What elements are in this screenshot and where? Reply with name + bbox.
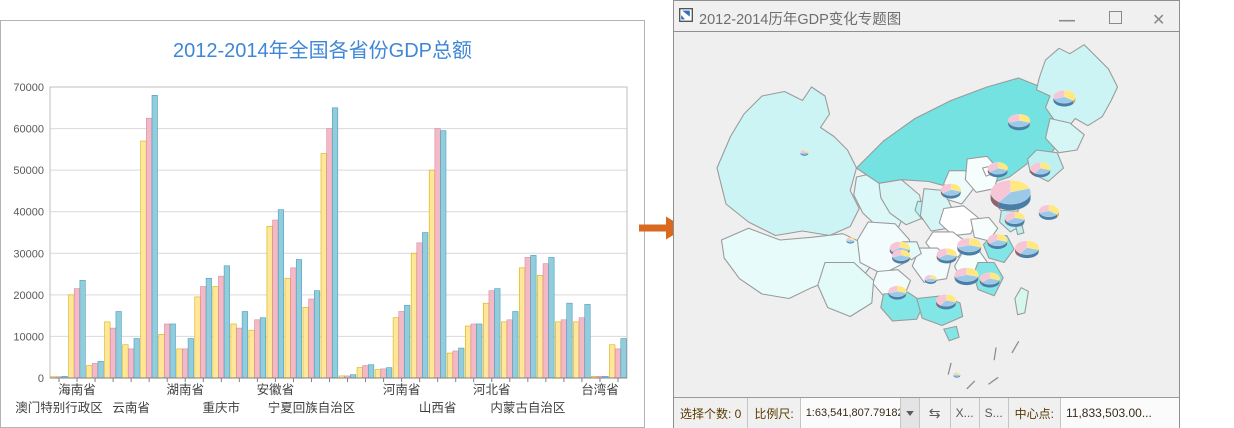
svg-text:河北省: 河北省 [473,383,511,397]
svg-text:50000: 50000 [13,165,44,177]
svg-text:70000: 70000 [13,82,44,94]
svg-text:宁夏回族自治区: 宁夏回族自治区 [268,400,356,415]
svg-text:澳门特别行政区: 澳门特别行政区 [15,400,103,415]
svg-text:台湾省: 台湾省 [581,382,619,397]
svg-text:重庆市: 重庆市 [203,400,241,415]
svg-text:10000: 10000 [13,331,44,343]
svg-text:40000: 40000 [13,207,44,219]
svg-text:海南省: 海南省 [58,382,96,397]
svg-text:云南省: 云南省 [112,400,150,415]
svg-text:山西省: 山西省 [419,401,457,415]
svg-text:30000: 30000 [13,248,44,260]
svg-text:河南省: 河南省 [383,382,421,397]
svg-text:60000: 60000 [13,124,44,136]
svg-text:安徽省: 安徽省 [257,382,295,397]
svg-text:内蒙古自治区: 内蒙古自治区 [490,400,565,415]
svg-text:湖南省: 湖南省 [166,382,204,397]
svg-text:0: 0 [38,373,44,385]
svg-text:20000: 20000 [13,290,44,302]
